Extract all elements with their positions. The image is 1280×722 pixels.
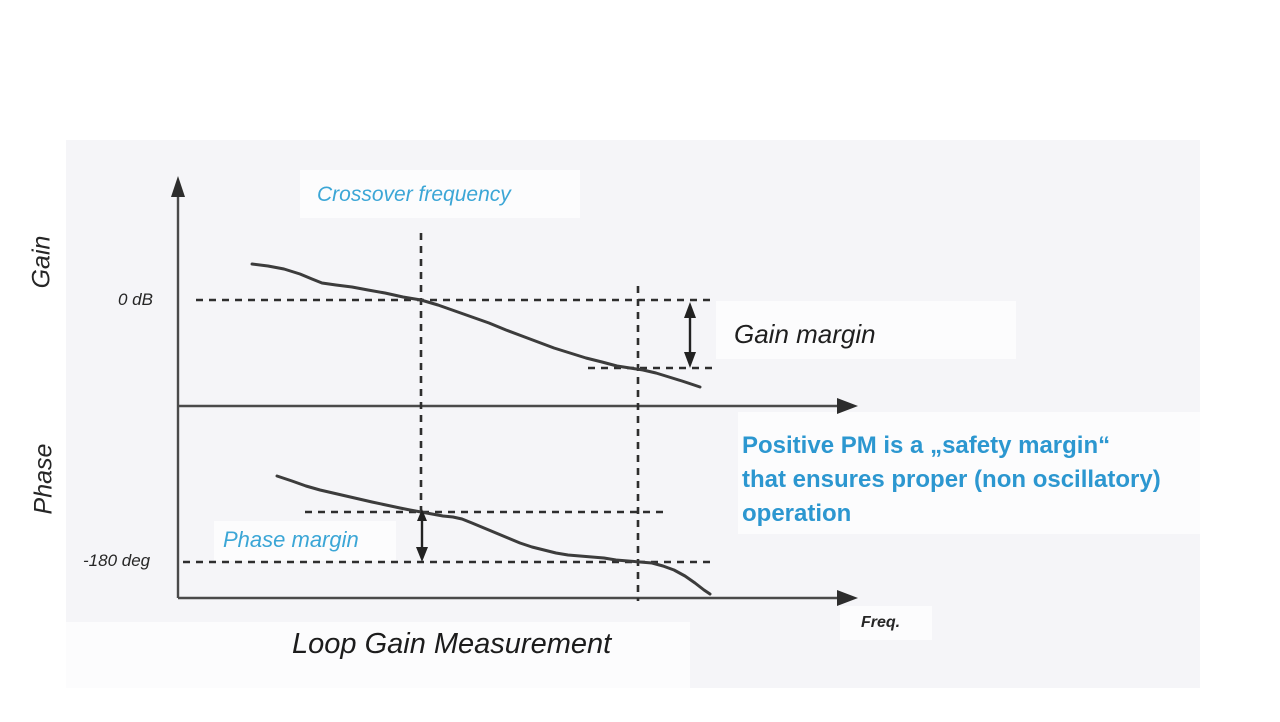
- mid-axis-arrowhead-icon: [837, 398, 858, 414]
- positive-pm-note-line3: operation: [742, 500, 852, 527]
- phase-axis-label: Phase: [29, 443, 58, 515]
- freq-axis-label: Freq.: [861, 614, 901, 631]
- axes: [176, 192, 842, 600]
- phase-margin-label: Phase margin: [223, 527, 359, 552]
- highlight-patch-title: [60, 622, 690, 688]
- positive-pm-note-line2: that ensures proper (non oscillatory): [742, 466, 1161, 493]
- gain-margin-arrowhead-down-icon: [684, 352, 696, 368]
- phase-margin-arrowhead-down-icon: [416, 547, 428, 562]
- highlight-patch-gain-margin: [716, 301, 1016, 359]
- gain-axis-label: Gain: [27, 235, 56, 289]
- highlight-patch-phase-margin: [214, 521, 396, 561]
- highlight-patch-freq: [840, 606, 932, 640]
- gain-curve: [250, 262, 702, 389]
- highlight-patch-note: [738, 412, 1200, 534]
- highlight-patch-crossover: [300, 170, 580, 218]
- gain-margin-label: Gain margin: [734, 319, 876, 349]
- bottom-axis-arrowhead-icon: [837, 590, 858, 606]
- phase-margin-arrowhead-up-icon: [417, 509, 427, 521]
- gain-margin-arrowhead-up-icon: [684, 302, 696, 318]
- y-axis-arrowhead-icon: [171, 176, 185, 197]
- minus-180-deg-label: -180 deg: [83, 551, 151, 570]
- crossover-frequency-label: Crossover frequency: [317, 183, 511, 206]
- phase-margin-arrow: [416, 509, 428, 562]
- curves: [250, 262, 712, 596]
- zero-db-label: 0 dB: [118, 290, 153, 309]
- positive-pm-note-line1: Positive PM is a „safety margin“: [742, 432, 1111, 459]
- phase-curve: [275, 474, 712, 596]
- axis-arrowheads: [171, 176, 858, 606]
- loop-gain-measurement-title: Loop Gain Measurement: [292, 628, 612, 660]
- gain-margin-arrow: [684, 302, 696, 368]
- positive-pm-note: Positive PM is a „safety margin“ that en…: [742, 429, 1161, 531]
